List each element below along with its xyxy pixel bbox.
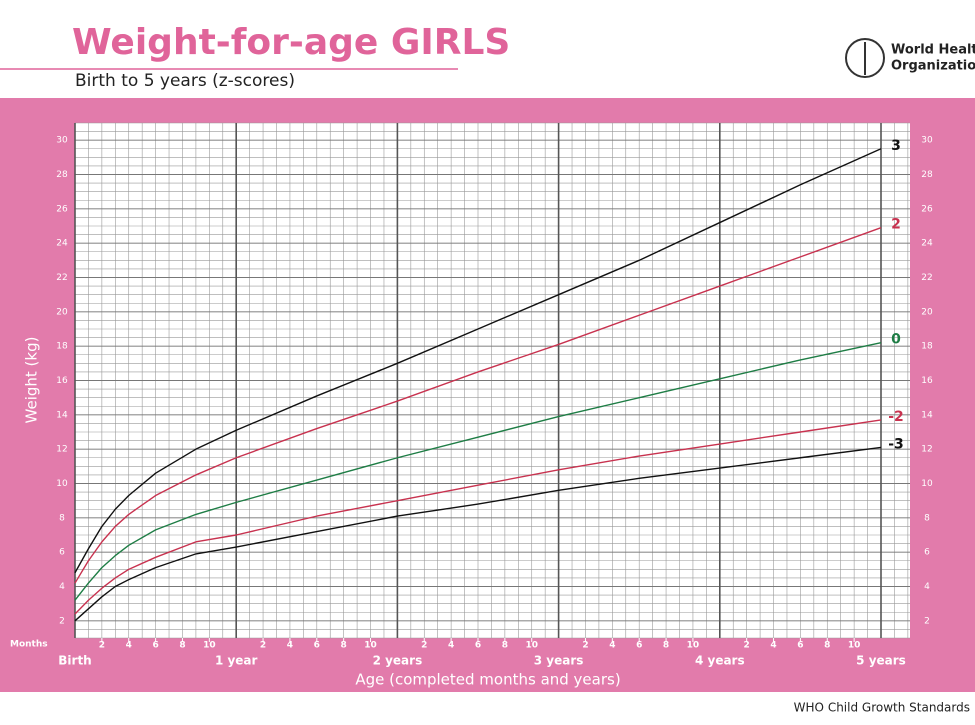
y-tick-label-right: 12: [921, 445, 932, 455]
month-tick-label: 8: [179, 641, 185, 651]
month-tick-label: 4: [126, 641, 132, 651]
y-tick-label: 30: [56, 136, 68, 146]
month-tick-label: 6: [152, 641, 158, 651]
footer: WHO Child Growth Standards: [794, 701, 970, 715]
y-tick-label-right: 18: [921, 342, 933, 352]
month-tick-label: 10: [687, 641, 700, 651]
x-tick-label: 1 year: [215, 654, 258, 668]
y-tick-label-right: 30: [921, 136, 933, 146]
y-tick-label: 2: [59, 616, 65, 626]
series-line: [74, 148, 882, 574]
y-tick-label-right: 22: [921, 273, 932, 283]
y-tick-label-right: 2: [924, 616, 930, 626]
series-line: [74, 446, 882, 622]
months-label: Months: [10, 640, 48, 650]
y-tick-label: 8: [59, 513, 65, 523]
month-tick-label: 6: [797, 641, 803, 651]
month-tick-label: 6: [475, 641, 481, 651]
y-tick-label: 28: [56, 170, 68, 180]
month-tick-label: 4: [448, 641, 454, 651]
x-tick-label: 5 years: [856, 654, 906, 668]
series-line: [74, 227, 882, 584]
series-label: 0: [891, 332, 901, 348]
month-tick-label: 10: [364, 641, 377, 651]
x-tick-label: 2 years: [373, 654, 423, 668]
month-tick-label: 2: [260, 641, 266, 651]
y-tick-label-right: 24: [921, 239, 933, 249]
month-tick-label: 6: [636, 641, 642, 651]
series-label: 3: [891, 138, 901, 154]
y-tick-label: 6: [59, 548, 65, 558]
y-tick-label: 4: [59, 582, 65, 592]
month-tick-label: 2: [421, 641, 427, 651]
y-tick-label: 22: [56, 273, 67, 283]
y-tick-label-right: 16: [921, 376, 933, 386]
chart-title: Weight-for-age GIRLS: [72, 22, 510, 63]
who-logo: [845, 38, 885, 78]
month-tick-label: 10: [203, 641, 216, 651]
x-axis-label: Age (completed months and years): [355, 671, 620, 689]
y-tick-label-right: 28: [921, 170, 933, 180]
month-tick-label: 8: [341, 641, 347, 651]
month-tick-label: 2: [582, 641, 588, 651]
month-tick-label: 2: [99, 641, 105, 651]
y-tick-label: 10: [56, 479, 68, 489]
y-tick-label: 26: [56, 204, 68, 214]
y-tick-label: 24: [56, 239, 68, 249]
y-tick-label-right: 8: [924, 513, 930, 523]
chart-subtitle: Birth to 5 years (z-scores): [75, 71, 295, 91]
series-line: [74, 342, 882, 601]
month-tick-label: 4: [770, 641, 776, 651]
org-name: World Health: [891, 43, 975, 58]
y-tick-label: 18: [56, 342, 68, 352]
x-tick-label: 4 years: [695, 654, 745, 668]
y-tick-label-right: 10: [921, 479, 933, 489]
y-axis-label: Weight (kg): [23, 337, 41, 424]
x-tick-label: 3 years: [534, 654, 584, 668]
series-label: -2: [888, 409, 904, 425]
y-tick-label-right: 14: [921, 410, 933, 420]
y-tick-label: 20: [56, 307, 68, 317]
month-tick-label: 8: [663, 641, 669, 651]
month-tick-label: 4: [287, 641, 293, 651]
series-label: -3: [888, 436, 904, 452]
y-tick-label-right: 4: [924, 582, 930, 592]
y-tick-label: 16: [56, 376, 68, 386]
month-tick-label: 8: [502, 641, 508, 651]
org-name: Organization: [891, 59, 975, 74]
month-tick-label: 2: [744, 641, 750, 651]
month-tick-label: 10: [848, 641, 861, 651]
y-tick-label-right: 6: [924, 548, 930, 558]
y-tick-label: 14: [56, 410, 68, 420]
y-tick-label-right: 20: [921, 307, 933, 317]
month-tick-label: 4: [609, 641, 615, 651]
month-tick-label: 8: [824, 641, 830, 651]
month-tick-label: 6: [314, 641, 320, 651]
y-tick-label-right: 26: [921, 204, 933, 214]
month-tick-label: 10: [525, 641, 538, 651]
y-tick-label: 12: [56, 445, 67, 455]
series-line: [74, 419, 882, 615]
x-tick-label: Birth: [58, 654, 91, 668]
series-label: 2: [891, 217, 901, 233]
